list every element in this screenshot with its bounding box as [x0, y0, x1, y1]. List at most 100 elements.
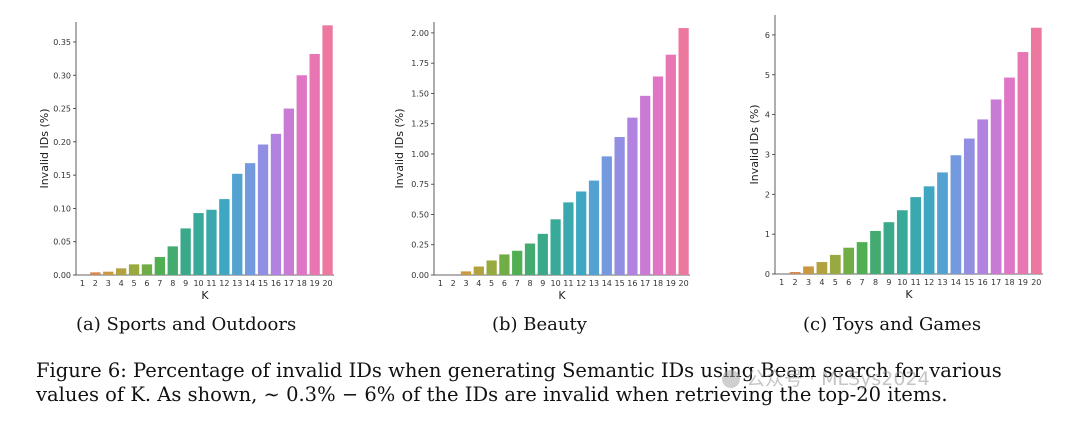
y-tick-label: 0.15: [53, 171, 71, 180]
y-tick-label: 0.20: [53, 138, 71, 147]
y-tick-label: 0.50: [411, 210, 429, 219]
bar-k-15: [963, 138, 975, 274]
x-tick-label: 8: [873, 278, 878, 287]
x-tick-label: 12: [219, 279, 229, 288]
x-tick-label: 12: [576, 279, 586, 288]
bar-k-8: [870, 230, 881, 274]
bar-k-10: [550, 219, 561, 275]
bar-k-12: [923, 186, 935, 274]
x-tick-label: 12: [924, 278, 934, 287]
y-tick-label: 3: [765, 150, 770, 159]
x-tick-label: 16: [978, 278, 988, 287]
y-tick-label: 0: [765, 270, 770, 279]
y-tick-label: 1.25: [411, 120, 429, 129]
x-tick-label: 5: [489, 279, 494, 288]
y-tick-label: 2: [765, 190, 770, 199]
x-axis-label: K: [905, 288, 913, 301]
y-tick-label: 1: [765, 230, 770, 239]
x-tick-label: 9: [886, 278, 891, 287]
x-tick-label: 16: [627, 279, 637, 288]
bar-k-17: [640, 95, 651, 275]
bar-k-19: [1017, 52, 1029, 275]
y-tick-label: 0.10: [53, 204, 71, 213]
bar-k-2: [90, 272, 101, 275]
x-tick-label: 10: [551, 279, 561, 288]
x-tick-label: 20: [322, 279, 332, 288]
bar-k-12: [219, 199, 230, 275]
x-tick-label: 8: [527, 279, 532, 288]
x-axis-label: K: [558, 289, 566, 302]
bar-k-9: [883, 222, 895, 274]
x-tick-label: 3: [806, 278, 811, 287]
x-tick-label: 14: [245, 279, 255, 288]
bar-k-7: [856, 242, 868, 274]
bar-k-8: [167, 246, 178, 275]
x-tick-label: 15: [964, 278, 974, 287]
x-tick-label: 15: [615, 279, 625, 288]
y-tick-label: 0.25: [411, 241, 429, 250]
bar-k-3: [803, 266, 814, 274]
x-tick-label: 6: [846, 278, 851, 287]
x-tick-label: 10: [193, 279, 203, 288]
caption-line-2: values of K. As shown, ∼ 0.3% − 6% of th…: [36, 383, 948, 406]
x-tick-label: 5: [132, 279, 137, 288]
x-tick-label: 1: [80, 279, 85, 288]
wechat-icon: [722, 370, 740, 388]
x-tick-label: 4: [119, 279, 124, 288]
bar-k-18: [1004, 77, 1015, 274]
bar-k-5: [128, 264, 140, 275]
x-axis-label: K: [201, 289, 209, 302]
subcaption-beauty: (b) Beauty: [492, 314, 587, 335]
x-tick-label: 7: [157, 279, 162, 288]
bar-k-6: [141, 264, 153, 275]
x-tick-label: 4: [476, 279, 481, 288]
bar-k-7: [512, 250, 523, 275]
x-tick-label: 7: [515, 279, 520, 288]
x-tick-label: 3: [463, 279, 468, 288]
bar-k-15: [614, 137, 625, 275]
figure-caption: Figure 6: Percentage of invalid IDs when…: [36, 359, 1056, 407]
x-tick-label: 20: [1031, 278, 1041, 287]
bar-chart-sports: 0.000.050.100.150.200.250.300.351 2 3 4 5 6 7 8…: [38, 22, 334, 302]
bar-k-2: [789, 272, 801, 274]
bar-k-11: [563, 202, 574, 275]
x-tick-label: 5: [833, 278, 838, 287]
y-tick-label: 6: [765, 31, 770, 40]
x-tick-label: 3: [106, 279, 111, 288]
x-tick-label: 11: [206, 279, 216, 288]
x-tick-label: 19: [1018, 278, 1028, 287]
bar-k-9: [537, 233, 548, 275]
x-tick-label: 17: [991, 278, 1001, 287]
x-tick-label: 13: [232, 279, 242, 288]
x-tick-label: 11: [563, 279, 573, 288]
bar-k-14: [950, 155, 962, 274]
x-tick-label: 18: [653, 279, 663, 288]
x-tick-label: 11: [911, 278, 921, 287]
watermark-text: 公众号 · MLSys2024: [746, 368, 930, 390]
x-tick-label: 1: [779, 278, 784, 287]
y-tick-label: 0.25: [53, 105, 71, 114]
bar-k-3: [460, 271, 472, 275]
x-tick-label: 18: [297, 279, 307, 288]
bar-k-12: [576, 191, 587, 275]
bar-k-4: [816, 262, 828, 274]
watermark: 公众号 · MLSys2024: [722, 364, 930, 391]
chart-panel-beauty: 0.00 0.25 0.50 0.75 1.00 1.25 1.50 1.75 2.00 1 2 3 4…: [360, 0, 720, 310]
x-tick-label: 10: [897, 278, 907, 287]
x-tick-label: 19: [310, 279, 320, 288]
bar-k-6: [843, 247, 855, 274]
bar-k-18: [296, 75, 307, 276]
y-tick-label: 0.00: [411, 271, 429, 280]
bar-k-16: [270, 133, 282, 275]
caption-line-1: Figure 6: Percentage of invalid IDs when…: [36, 359, 1002, 382]
bar-k-11: [206, 209, 217, 275]
x-tick-label: 9: [183, 279, 188, 288]
bar-k-20: [322, 25, 333, 275]
y-axis-label: Invalid IDs (%): [748, 104, 761, 184]
y-tick-label: 0.75: [411, 180, 429, 189]
bar-k-11: [910, 197, 922, 274]
x-tick-label: 6: [502, 279, 507, 288]
y-axis-label: Invalid IDs (%): [38, 108, 51, 188]
y-tick-label: 1.50: [411, 89, 429, 98]
